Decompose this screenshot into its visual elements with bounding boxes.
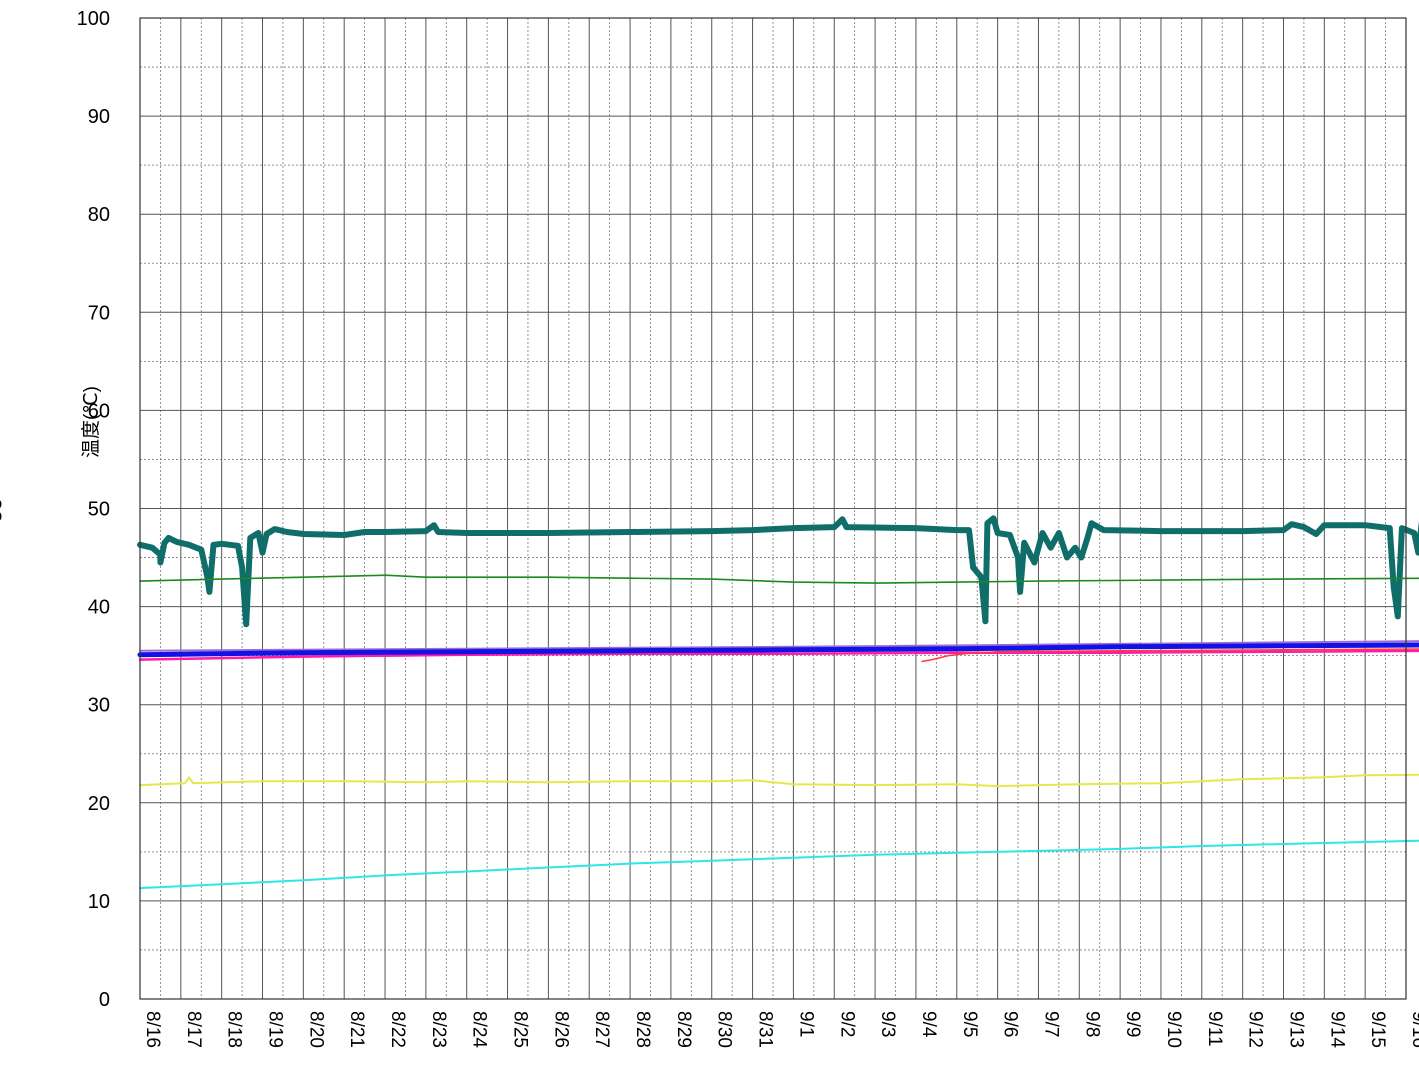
- x-tick-label: 8/25: [510, 1011, 531, 1048]
- y-tick-label: 100: [77, 8, 110, 30]
- series-line: [138, 649, 1419, 661]
- x-tick-label: 9/8: [1081, 1011, 1102, 1037]
- x-tick-label: 9/10: [1163, 1011, 1184, 1048]
- x-tick-label: 8/19: [265, 1011, 286, 1048]
- x-tick-label: 8/17: [183, 1011, 204, 1048]
- x-tick-label: 9/13: [1285, 1011, 1306, 1048]
- x-tick-label: 9/4: [918, 1011, 939, 1038]
- x-tick-label: 9/1: [795, 1011, 816, 1037]
- series-line: [137, 515, 1419, 628]
- x-tick-label: 8/18: [224, 1011, 245, 1048]
- x-tick-label: 8/20: [305, 1011, 326, 1048]
- plot-grid: [139, 17, 1407, 1000]
- plot-border: [139, 17, 1407, 1000]
- x-tick-label: 9/5: [959, 1011, 980, 1037]
- y-tick-label: 20: [88, 793, 110, 815]
- y-tick-label: 70: [88, 302, 110, 324]
- x-tick-label: 9/11: [1204, 1011, 1225, 1047]
- x-tick-label: 8/16: [142, 1011, 163, 1048]
- x-tick-label: 8/27: [591, 1011, 612, 1048]
- y-tick-label: 10: [88, 891, 110, 913]
- series-line: [139, 574, 1419, 584]
- y-tick-label: 50: [88, 499, 110, 521]
- x-tick-label: 8/30: [714, 1011, 735, 1048]
- series-lines: [137, 515, 1419, 890]
- x-tick-label: 9/2: [836, 1011, 857, 1037]
- x-tick-label: 9/3: [877, 1011, 898, 1037]
- y-tick-label: 30: [88, 695, 110, 717]
- y-tick-label: 40: [88, 597, 110, 619]
- series-line: [137, 642, 1419, 658]
- series-line: [139, 640, 1419, 652]
- x-tick-label: 8/28: [632, 1011, 653, 1048]
- x-tick-label: 8/21: [346, 1011, 367, 1048]
- y-tick-label: 80: [88, 204, 110, 226]
- x-tick-label: 9/7: [1040, 1011, 1061, 1037]
- x-tick-label: 8/23: [428, 1011, 449, 1048]
- axes: 0 10 20 30 40 50 60 70 80 90 100 8/16 8/17 8/18 8/19 8/…: [77, 8, 1419, 1048]
- series-line: [921, 648, 1419, 663]
- y-tick-label: 60: [88, 400, 110, 422]
- x-tick-label: 9/9: [1122, 1011, 1143, 1037]
- x-tick-label: 9/15: [1367, 1011, 1388, 1048]
- y-tick-label: 0: [99, 989, 110, 1011]
- x-tick-label: 8/22: [387, 1011, 408, 1048]
- x-tick-label: 9/12: [1245, 1011, 1266, 1048]
- series-line: [139, 839, 1419, 890]
- x-tick-label: 8/29: [673, 1011, 694, 1048]
- x-tick-label: 9/6: [1000, 1011, 1021, 1037]
- x-tick-label: 8/31: [755, 1011, 776, 1048]
- x-tick-label: 9/16: [1408, 1011, 1419, 1048]
- x-tick-label: 8/26: [550, 1011, 571, 1048]
- x-tick-label: 8/24: [469, 1011, 490, 1048]
- x-tick-label: 9/14: [1326, 1011, 1347, 1048]
- series-line: [139, 773, 1419, 788]
- y-tick-label: 90: [88, 106, 110, 128]
